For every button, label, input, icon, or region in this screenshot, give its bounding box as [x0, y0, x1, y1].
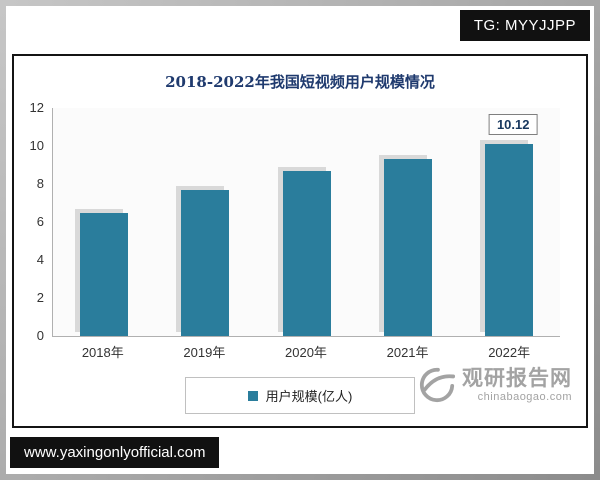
y-axis-tick-label: 6: [36, 214, 44, 229]
y-axis-tick-label: 0: [36, 328, 44, 343]
watermark-domain: chinabaogao.com: [477, 390, 572, 403]
y-axis-tick-label: 12: [29, 100, 44, 115]
y-axis-tick-label: 4: [36, 252, 44, 268]
x-axis-label: 2021年: [386, 345, 429, 360]
legend-swatch-icon: [247, 390, 258, 401]
chart-body: 0 2 4 6 8 10 12 10.12: [26, 100, 560, 343]
chinabaogao-logo-icon: [419, 367, 456, 403]
bar-slot: [154, 108, 255, 336]
bar-2018年: [79, 212, 128, 336]
bar-2022年: [485, 143, 534, 336]
legend: 用户规模(亿人): [184, 377, 416, 414]
legend-row: 用户规模(亿人): [14, 377, 586, 414]
y-axis-tick-label: 8: [36, 176, 44, 192]
bar-2021年: [383, 159, 432, 336]
watermark-name: 观研报告网: [462, 367, 572, 391]
x-axis-label: 2020年: [285, 345, 327, 360]
watermark: 观研报告网 chinabaogao.com: [418, 366, 572, 404]
telegram-badge: TG: MYYJJPP: [459, 10, 590, 41]
legend-label: 用户规模(亿人): [265, 389, 353, 404]
bar-2020年: [282, 170, 331, 336]
chart-frame: 2018-2022年我国短视频用户规模情况 0 2 4 6 8 10 12 10.12 20…: [12, 54, 588, 428]
x-axis-label: 2022年: [488, 345, 531, 360]
y-axis-tick-label: 10: [29, 138, 44, 153]
x-axis-label: 2018年: [81, 345, 124, 360]
watermark-text: 观研报告网 chinabaogao.com: [462, 367, 572, 402]
bar-slot: [357, 108, 458, 336]
bar-slot: [256, 108, 357, 336]
y-axis: 0 2 4 6 8 10 12: [26, 100, 52, 343]
chart-title: 2018-2022年我国短视频用户规模情况: [165, 73, 435, 91]
bar-2019年: [181, 189, 230, 336]
bar-slot: [53, 108, 154, 336]
bar-slot: 10.12: [459, 108, 560, 336]
plot-area: 10.12: [52, 108, 560, 337]
bar-value-label: 10.12: [488, 113, 538, 135]
x-axis-labels: 2018年 2019年 2020年 2021年 2022年: [52, 342, 560, 361]
y-axis-tick-label: 2: [36, 290, 44, 306]
x-axis-label: 2019年: [183, 345, 226, 360]
footer-url: www.yaxingonlyofficial.com: [10, 437, 220, 468]
